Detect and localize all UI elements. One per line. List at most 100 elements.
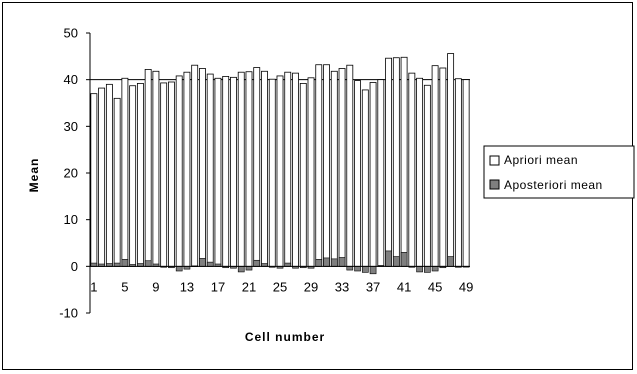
bar-aposteriori [424,266,431,273]
bar-aposteriori [354,266,361,272]
x-tick-label: 21 [242,279,256,294]
bar-aposteriori [400,252,408,267]
bar-aposteriori [416,266,423,273]
legend-box [483,145,635,199]
bar-apriori [261,70,268,267]
bar-apriori [268,78,276,267]
bar-apriori [408,72,416,267]
bar-apriori [214,77,222,267]
bar-aposteriori [447,256,454,267]
bar-apriori [160,82,168,267]
bar-apriori [199,68,206,267]
bar-apriori [222,76,230,267]
y-tick-label: 30 [64,119,78,134]
x-axis-title: Cell number [245,330,325,344]
bar-apriori [90,93,98,267]
y-tick-label: 20 [64,166,78,181]
x-tick-label: 37 [366,279,380,294]
y-tick-label: 40 [64,72,78,87]
bar-apriori [237,71,245,267]
bar-apriori [129,85,137,267]
y-tick-labels: -10 0 10 20 30 40 50 [59,26,78,321]
bar-apriori [175,75,183,267]
bar-apriori [338,68,346,267]
bar-apriori [392,57,400,267]
legend: Apriori mean Aposteriori mean [483,145,635,199]
y-tick-label: 10 [64,212,78,227]
bar-apriori [253,67,261,267]
bar-aposteriori [338,257,346,267]
x-tick-label: 29 [304,279,318,294]
bar-apriori [354,80,361,267]
bar-aposteriori [330,258,338,267]
y-tick-label: 0 [71,259,78,274]
bar-apriori [454,78,462,267]
bar-apriori [447,53,455,267]
x-tick-label: 45 [428,279,442,294]
bar-aposteriori [175,266,183,272]
bar-apriori [136,83,144,267]
bar-apriori [315,64,323,267]
bar-apriori [105,83,113,267]
bar-apriori [307,77,315,267]
x-tick-labels: 1 5 9 13 17 21 25 29 33 37 41 45 49 [90,279,473,294]
bar-apriori [167,81,175,267]
x-tick-label: 41 [397,279,411,294]
bar-aposteriori [121,259,129,267]
bar-apriori [439,67,447,267]
bar-apriori [431,65,439,267]
bar-aposteriori [385,250,392,267]
x-tick-label: 5 [121,279,128,294]
bar-apriori [369,82,377,267]
legend-swatch-aposteriori [489,179,500,190]
bar-aposteriori [392,256,400,267]
bar-apriori [462,79,470,267]
bar-apriori [284,71,292,267]
bar-aposteriori [199,258,206,267]
bar-apriori [121,77,129,267]
bar-apriori [98,87,106,267]
bar-apriori [183,71,191,267]
bar-aposteriori [206,261,214,267]
bar-aposteriori [369,266,377,275]
x-tick-label: 1 [90,279,97,294]
bar-apriori [423,84,431,267]
bar-apriori [299,83,307,267]
bars [90,53,470,275]
bar-apriori [152,70,160,267]
bar-apriori [377,79,385,267]
bar-apriori [206,73,214,267]
axes [86,32,470,314]
bar-apriori [292,72,299,267]
bar-apriori [245,71,253,267]
bar-apriori [330,70,338,267]
bar-apriori [113,97,121,267]
x-tick-label: 13 [180,279,194,294]
bar-apriori [276,75,284,267]
bar-apriori [416,77,424,267]
x-tick-label: 33 [335,279,349,294]
y-axis-title: Mean [27,158,41,193]
bar-aposteriori [361,266,369,273]
bar-apriori [346,64,354,267]
x-tick-label: 17 [211,279,225,294]
legend-label-aposteriori: Aposteriori mean [504,178,603,192]
bar-aposteriori [245,266,253,271]
bar-apriori [361,89,369,267]
bar-aposteriori [237,266,245,273]
y-tick-label: 50 [64,26,78,41]
legend-label-apriori: Apriori mean [504,153,578,167]
bar-apriori [230,76,237,267]
bar-apriori [144,69,152,267]
bar-apriori [323,64,330,267]
bar-aposteriori [315,259,323,267]
bar-apriori [385,57,392,267]
legend-swatch-apriori [489,155,500,166]
bar-aposteriori [431,266,439,272]
bar-apriori [400,56,408,267]
bar-aposteriori [323,257,330,267]
bar-aposteriori [346,266,354,271]
x-tick-label: 49 [459,279,473,294]
x-tick-label: 9 [152,279,159,294]
